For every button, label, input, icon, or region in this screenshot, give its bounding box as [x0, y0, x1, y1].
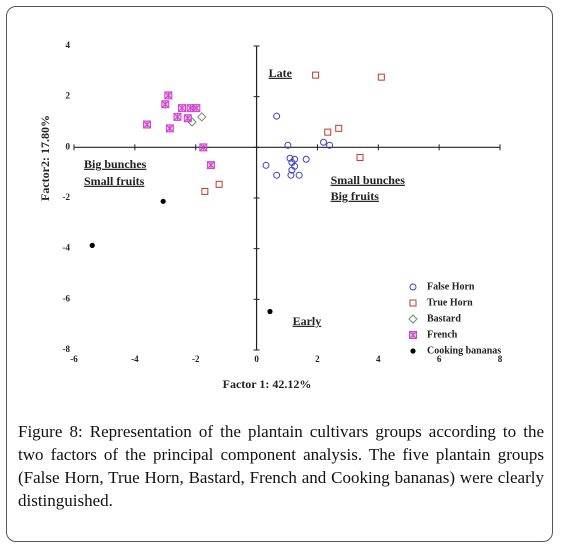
- x-tick-label: -2: [192, 354, 200, 364]
- legend-label: French: [427, 329, 458, 340]
- point: [262, 161, 270, 169]
- annotation: Big fruits: [331, 189, 380, 203]
- point: [143, 120, 152, 129]
- annotation: Small fruits: [84, 174, 145, 188]
- point: [324, 128, 332, 136]
- y-tick-label: -4: [63, 243, 71, 253]
- point: [291, 155, 299, 163]
- x-tick-label: 6: [437, 354, 442, 364]
- x-axis-title: Factor 1: 42.12%: [223, 377, 312, 391]
- point: [335, 124, 343, 132]
- point: [199, 143, 208, 152]
- point: [161, 100, 170, 109]
- y-tick-label: -6: [63, 293, 71, 303]
- point: [312, 71, 320, 79]
- x-tick-label: -6: [70, 354, 78, 364]
- point: [287, 171, 295, 179]
- point: [187, 117, 197, 127]
- point: [377, 73, 385, 81]
- legend-marker: [409, 299, 417, 307]
- point: [267, 308, 273, 315]
- point: [206, 161, 215, 170]
- point: [295, 171, 303, 179]
- point: [284, 141, 292, 149]
- annotation: Small bunches: [331, 173, 406, 187]
- y-tick-label: -2: [63, 192, 71, 202]
- x-tick-label: 0: [254, 354, 259, 364]
- point: [273, 171, 281, 179]
- point: [178, 104, 187, 113]
- x-tick-label: 8: [498, 354, 503, 364]
- legend-label: False Horn: [427, 281, 475, 292]
- point: [201, 187, 209, 195]
- x-tick-label: -4: [131, 354, 139, 364]
- y-tick-label: 0: [66, 141, 71, 151]
- point: [320, 138, 328, 146]
- point: [197, 112, 207, 122]
- x-tick-label: 4: [376, 354, 381, 364]
- point: [89, 242, 95, 248]
- x-tick-label: 2: [315, 354, 320, 364]
- y-axis-title: Factor2: 17.80%: [38, 115, 52, 201]
- legend-label: True Horn: [427, 297, 473, 308]
- caption: Figure 8: Representation of the plantain…: [18, 422, 544, 510]
- annotation: Big bunches: [84, 157, 147, 171]
- point: [286, 154, 294, 162]
- point: [356, 153, 364, 161]
- legend-marker: [409, 331, 417, 339]
- point: [165, 124, 174, 133]
- point: [173, 112, 182, 121]
- point: [215, 180, 223, 188]
- legend-label: Cooking bananas: [427, 345, 501, 356]
- legend-marker: [410, 348, 416, 354]
- legend-marker: [409, 283, 417, 291]
- point: [164, 91, 173, 100]
- point: [183, 114, 192, 123]
- y-tick-label: 2: [66, 91, 71, 101]
- point: [273, 112, 281, 120]
- point: [291, 162, 299, 170]
- point: [326, 141, 334, 149]
- legend-marker: [408, 314, 418, 324]
- point: [302, 155, 310, 163]
- legend-label: Bastard: [427, 313, 461, 324]
- point: [160, 198, 166, 204]
- figure-frame: [6, 6, 553, 542]
- y-tick-label: 4: [66, 40, 71, 50]
- y-tick-label: -8: [63, 344, 71, 354]
- annotation: Early: [293, 314, 322, 328]
- annotation: Late: [269, 66, 293, 80]
- point: [192, 104, 201, 113]
